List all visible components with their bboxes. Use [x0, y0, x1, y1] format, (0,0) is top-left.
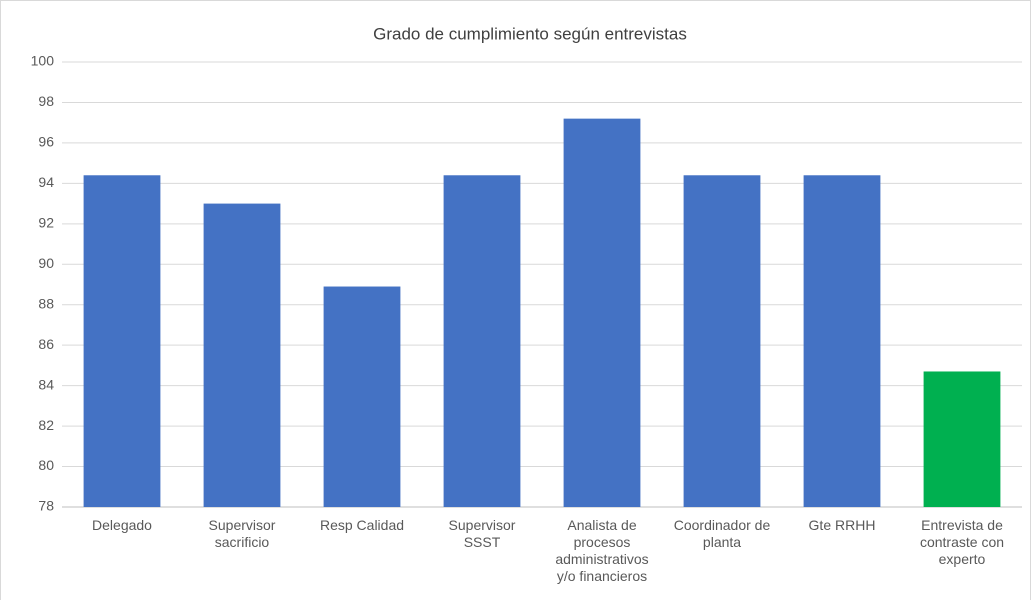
bar	[83, 175, 161, 508]
y-tick-label: 96	[38, 134, 54, 150]
x-tick-label: Supervisor sacrificio	[208, 517, 276, 550]
y-tick-label: 82	[38, 417, 54, 433]
y-tick-label: 88	[38, 295, 54, 311]
x-tick-label: Analista de procesos administrativos y/o…	[555, 517, 649, 584]
x-tick-label: Resp Calidad	[319, 517, 405, 533]
bar	[683, 175, 761, 508]
x-tick-label: Gte RRHH	[808, 517, 876, 533]
x-tick-label: Coordinador de planta	[673, 517, 771, 550]
x-tick-label: Supervisor SSST	[448, 517, 516, 550]
bar	[923, 371, 1001, 507]
bar	[803, 175, 881, 508]
bar	[323, 286, 401, 507]
y-tick-label: 84	[38, 376, 54, 392]
x-tick-label: Entrevista de contraste con experto	[919, 517, 1005, 567]
y-tick-label: 80	[38, 457, 54, 473]
y-tick-label: 78	[38, 498, 54, 514]
bar	[563, 118, 641, 508]
y-tick-label: 90	[38, 255, 54, 271]
y-tick-label: 94	[38, 174, 54, 190]
x-tick-label: Delegado	[92, 517, 152, 533]
bar	[443, 175, 521, 508]
y-tick-label: 98	[38, 93, 54, 109]
chart-title: Grado de cumplimiento según entrevistas	[373, 24, 687, 43]
y-tick-label: 100	[31, 53, 55, 69]
y-tick-label: 86	[38, 336, 54, 352]
bar	[203, 203, 281, 507]
y-tick-label: 92	[38, 215, 54, 231]
